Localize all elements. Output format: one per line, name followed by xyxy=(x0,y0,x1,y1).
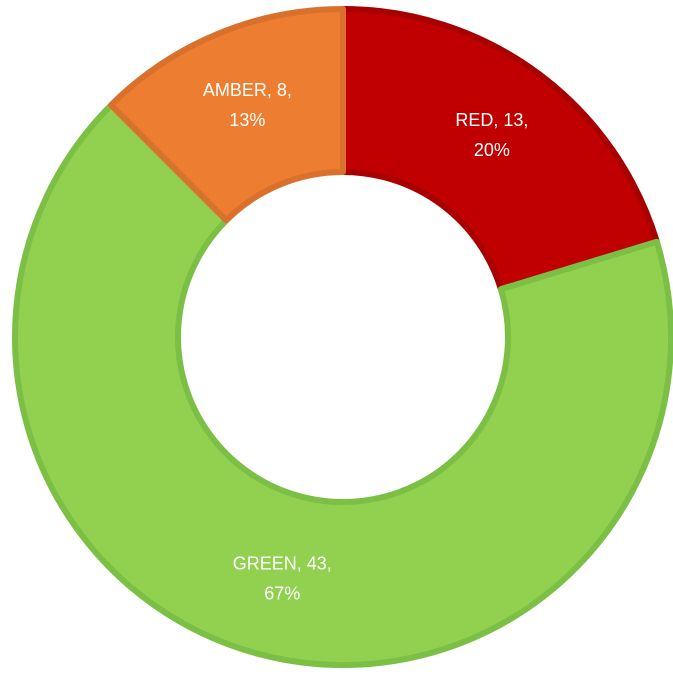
data-label: GREEN, 43, xyxy=(233,553,332,573)
donut-segment xyxy=(108,6,346,224)
data-label: 20% xyxy=(474,140,510,160)
donut-segment xyxy=(340,6,660,293)
data-label: RED, 13, xyxy=(455,110,528,130)
data-label: AMBER, 8, xyxy=(203,80,292,100)
data-label: 67% xyxy=(264,583,300,603)
donut-segment xyxy=(12,102,673,668)
data-label: 13% xyxy=(229,110,265,130)
